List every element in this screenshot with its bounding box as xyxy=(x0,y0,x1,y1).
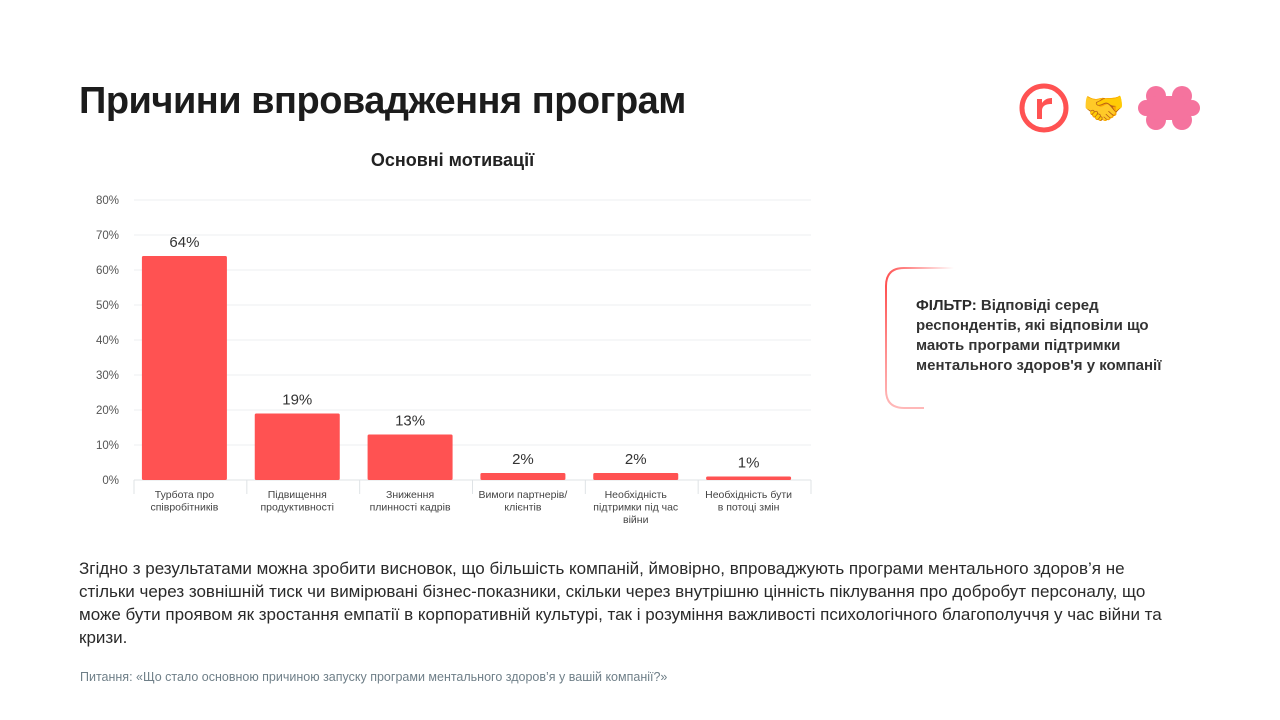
bar xyxy=(480,473,566,480)
data-label: 19% xyxy=(282,392,312,409)
x-tick-label: Необхідність бути xyxy=(705,489,792,501)
r-logo-icon xyxy=(1019,83,1069,133)
filter-note: ФІЛЬТР: Відповіді серед респондентів, як… xyxy=(916,296,1186,376)
x-tick-label: війни xyxy=(623,514,649,526)
x-tick-label: Зниження xyxy=(386,489,434,501)
filter-description: Відповіді серед респондентів, які відпов… xyxy=(916,297,1162,374)
filter-bracket xyxy=(885,267,954,409)
data-label: 2% xyxy=(625,451,647,468)
x-tick-label: клієнтів xyxy=(504,502,541,514)
x-tick-label: співробітників xyxy=(150,502,218,514)
x-tick-label: в потоці змін xyxy=(718,502,780,514)
x-tick-label: Підвищення xyxy=(268,489,327,501)
y-tick-label: 60% xyxy=(96,265,119,277)
y-tick-label: 20% xyxy=(96,405,119,417)
y-tick-label: 0% xyxy=(102,475,119,487)
x-tick-label: продуктивності xyxy=(260,502,334,514)
x-tick-label: Турбота про xyxy=(155,489,214,501)
bar xyxy=(367,434,453,480)
y-tick-label: 80% xyxy=(96,195,119,207)
bar xyxy=(141,256,227,480)
data-label: 2% xyxy=(512,451,534,468)
x-tick-label: підтримки під час xyxy=(593,502,678,514)
x-tick-label: Необхідність xyxy=(605,489,668,501)
bar xyxy=(254,413,340,480)
y-tick-label: 70% xyxy=(96,230,119,242)
data-label: 13% xyxy=(395,413,425,430)
pink-flower-logo-icon xyxy=(1138,86,1200,130)
chart-title: Основні мотивації xyxy=(370,150,535,170)
bar xyxy=(706,476,792,480)
x-tick-label: Вимоги партнерів/ xyxy=(479,489,568,501)
bar-chart: 0% 10% 20% 30% 40% 50% 60% 70% 80% 64% Турбота про… xyxy=(96,195,812,526)
question-footnote: Питання: «Що стало основною причиною зап… xyxy=(80,670,668,684)
data-label: 64% xyxy=(169,234,199,251)
y-tick-label: 50% xyxy=(96,300,119,312)
summary-text: Згідно з результатами можна зробити висн… xyxy=(79,559,1162,647)
page-title: Причини впровадження програм xyxy=(79,80,686,122)
y-tick-label: 10% xyxy=(96,440,119,452)
y-tick-label: 30% xyxy=(96,370,119,382)
data-label: 1% xyxy=(738,455,760,472)
handshake-icon: 🤝 xyxy=(1083,90,1125,128)
bar xyxy=(593,473,679,480)
logo-group: 🤝 xyxy=(1019,83,1200,133)
filter-label: ФІЛЬТР: xyxy=(916,297,977,314)
x-tick-label: плинності кадрів xyxy=(370,502,451,514)
handshake-glyph: 🤝 xyxy=(1083,90,1125,128)
y-tick-label: 40% xyxy=(96,335,119,347)
